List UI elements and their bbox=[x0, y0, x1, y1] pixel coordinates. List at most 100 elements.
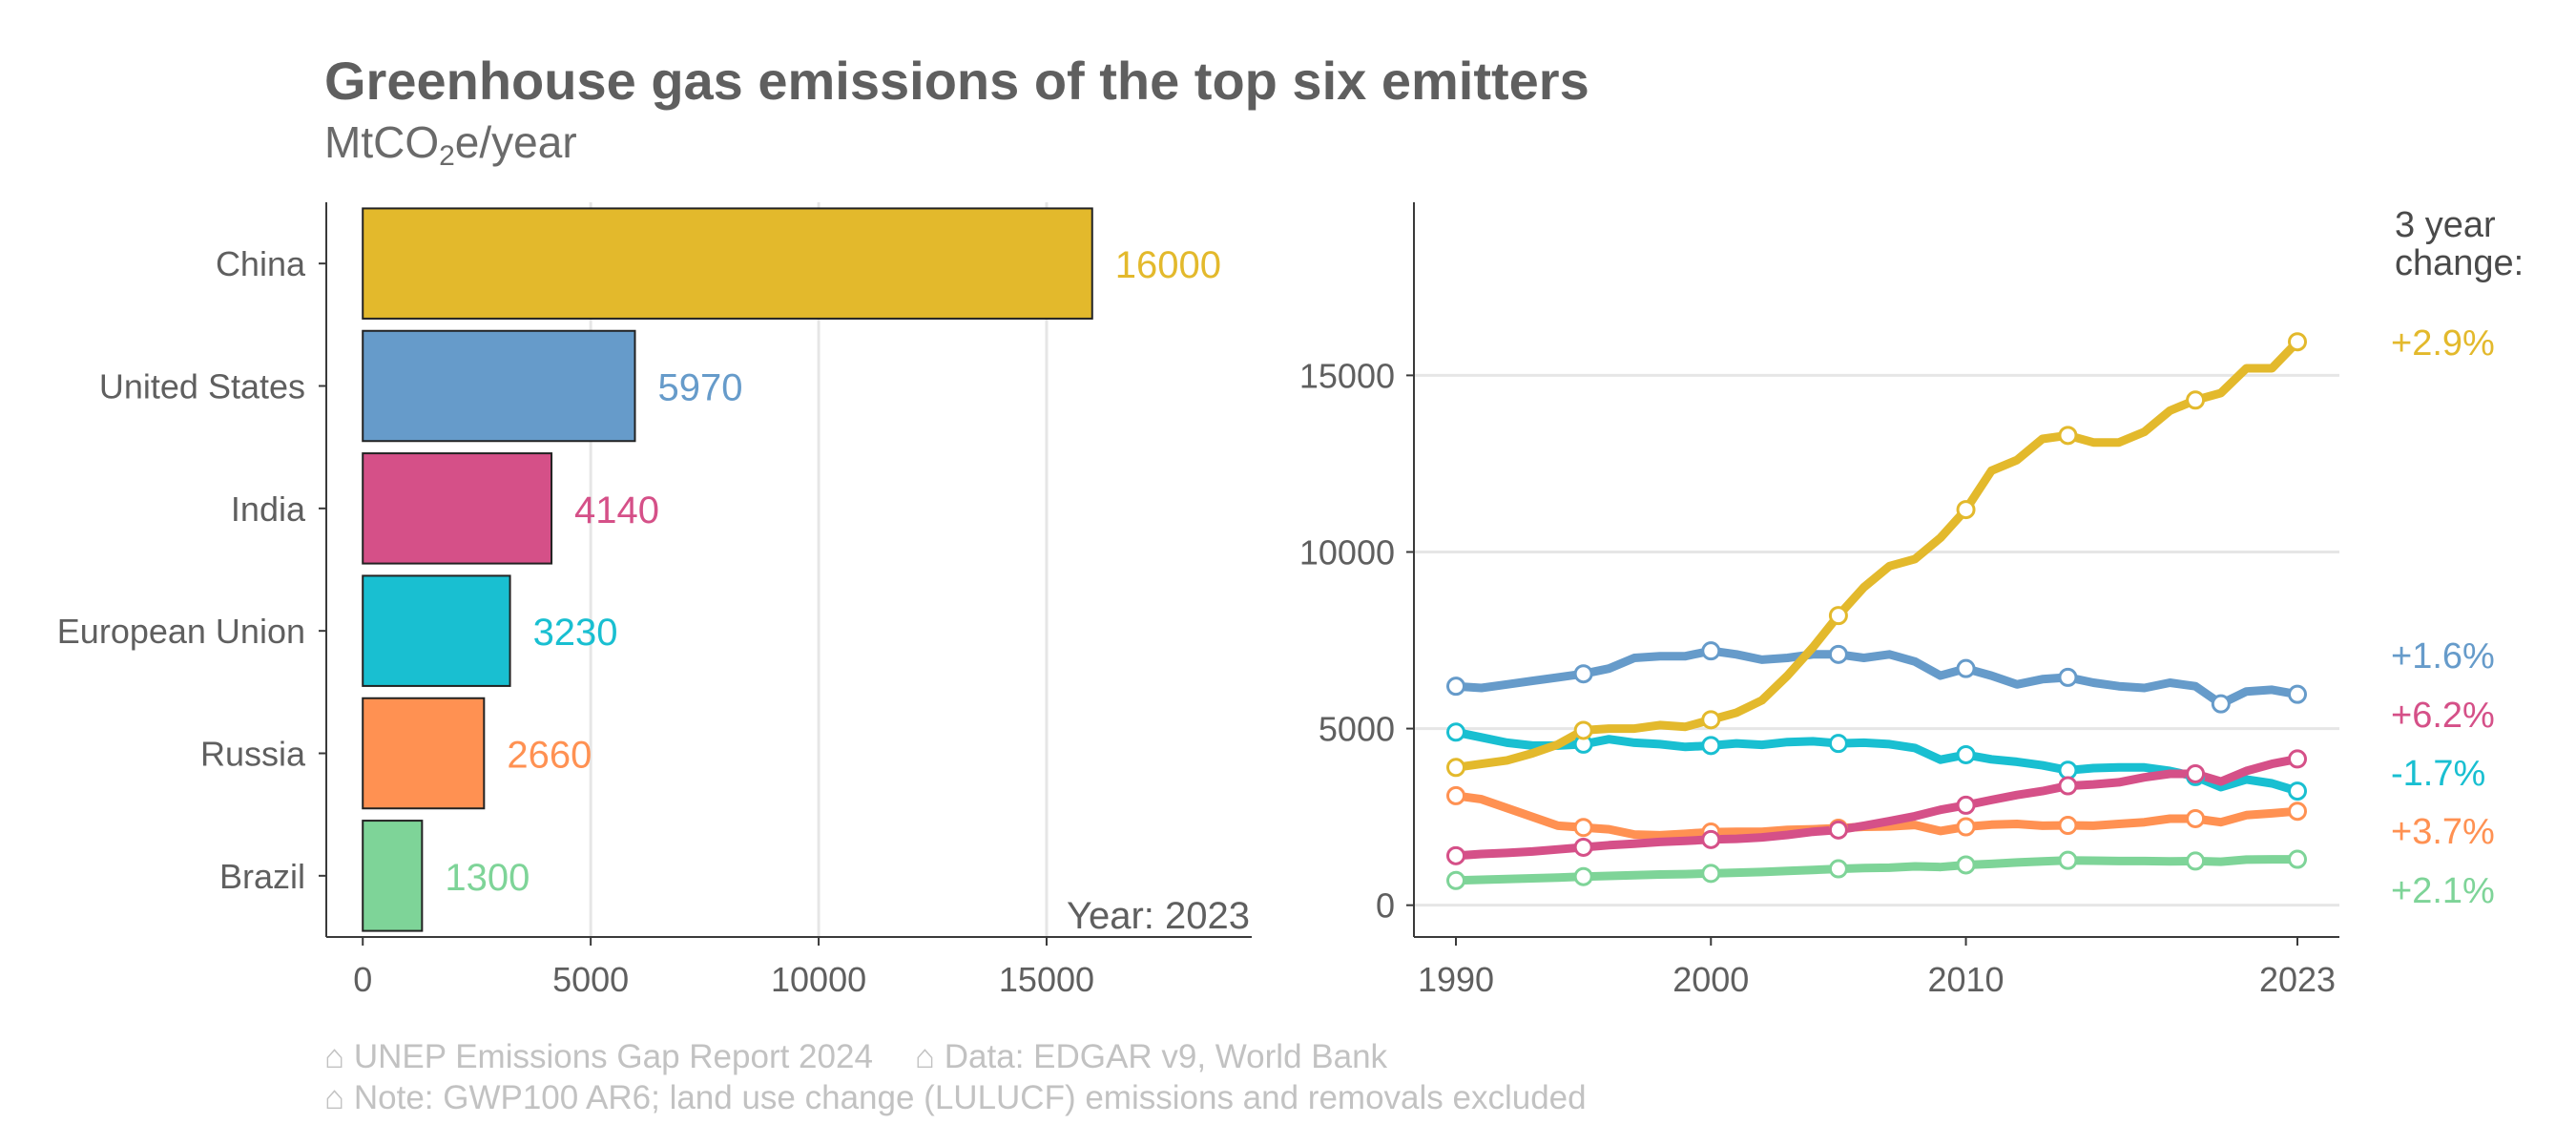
line-point-russia-2014 bbox=[2058, 816, 2078, 836]
bar-x-tick-label-5000: 5000 bbox=[552, 960, 629, 999]
bar-category-label-russia: Russia bbox=[200, 735, 306, 774]
line-point-united-states-2000 bbox=[1701, 641, 1721, 661]
change-label-brazil: +2.1% bbox=[2391, 871, 2495, 911]
line-point-china-2000 bbox=[1701, 710, 1721, 730]
bar-category-label-european-union: European Union bbox=[57, 612, 305, 651]
line-point-china-1995 bbox=[1573, 720, 1593, 740]
change-label-united-states: +1.6% bbox=[2391, 636, 2495, 677]
line-x-tick-label-2023: 2023 bbox=[2259, 960, 2336, 999]
line-point-brazil-2019 bbox=[2186, 851, 2206, 871]
bar-china bbox=[362, 207, 1093, 320]
bar-value-label-china: 16000 bbox=[1115, 244, 1221, 286]
bar-india bbox=[362, 452, 553, 565]
change-label-india: +6.2% bbox=[2391, 696, 2495, 736]
bar-united-states bbox=[362, 329, 636, 443]
line-point-european-union-2023 bbox=[2288, 781, 2307, 802]
line-point-russia-2023 bbox=[2288, 802, 2307, 822]
line-point-brazil-2005 bbox=[1828, 859, 1848, 879]
line-point-china-2023 bbox=[2288, 332, 2307, 352]
bar-x-tick-label-10000: 10000 bbox=[771, 960, 866, 999]
caption-data: ⌂ Data: EDGAR v9, World Bank bbox=[914, 1038, 1388, 1075]
bar-year-annotation: Year: 2023 bbox=[1067, 895, 1250, 937]
line-point-brazil-1995 bbox=[1573, 866, 1593, 886]
line-point-china-2010 bbox=[1956, 500, 1976, 520]
line-x-tick-label-1990: 1990 bbox=[1418, 960, 1494, 999]
line-chart-panel: 0 5000 10000 15000 1990 2000 2010 2023 3 yearcha… bbox=[1299, 202, 2524, 999]
bar-value-label-russia: 2660 bbox=[507, 735, 592, 777]
bar-value-label-european-union: 3230 bbox=[533, 612, 618, 654]
line-point-european-union-2000 bbox=[1701, 736, 1721, 756]
line-point-united-states-2023 bbox=[2288, 684, 2307, 704]
line-point-india-2023 bbox=[2288, 749, 2307, 769]
line-point-european-union-1990 bbox=[1446, 722, 1465, 742]
line-point-united-states-2014 bbox=[2058, 667, 2078, 687]
line-point-china-2005 bbox=[1828, 606, 1848, 626]
bar-x-tick-label-15000: 15000 bbox=[999, 960, 1094, 999]
line-y-tick-label-5000: 5000 bbox=[1319, 710, 1395, 749]
line-series-european-union bbox=[1451, 727, 2302, 796]
change-label-russia: +3.7% bbox=[2391, 812, 2495, 852]
line-point-european-union-2014 bbox=[2058, 760, 2078, 781]
line-point-european-union-2010 bbox=[1956, 744, 1976, 764]
line-series-united-states bbox=[1451, 646, 2302, 709]
bar-value-label-united-states: 5970 bbox=[657, 367, 742, 409]
line-point-brazil-1990 bbox=[1446, 870, 1465, 890]
line-point-united-states-1990 bbox=[1446, 677, 1465, 697]
subtitle-subscript: 2 bbox=[439, 140, 455, 172]
caption-line-2: ⌂ Note: GWP100 AR6; land use change (LUL… bbox=[324, 1079, 1587, 1117]
line-point-russia-2019 bbox=[2186, 808, 2206, 828]
line-y-tick-label-15000: 15000 bbox=[1299, 356, 1395, 395]
bar-category-label-brazil: Brazil bbox=[219, 857, 305, 896]
change-label-european-union: -1.7% bbox=[2391, 754, 2485, 794]
line-point-united-states-2010 bbox=[1956, 658, 1976, 678]
line-x-tick-label-2000: 2000 bbox=[1672, 960, 1749, 999]
subtitle-unit-suffix: e/year bbox=[454, 117, 577, 167]
chart-title: Greenhouse gas emissions of the top six … bbox=[324, 51, 1589, 111]
bar-value-label-brazil: 1300 bbox=[445, 857, 530, 899]
line-point-china-1990 bbox=[1446, 758, 1465, 778]
line-point-russia-1990 bbox=[1446, 785, 1465, 805]
line-point-india-2014 bbox=[2058, 776, 2078, 796]
line-point-china-2014 bbox=[2058, 426, 2078, 446]
line-series-brazil bbox=[1451, 855, 2302, 885]
line-y-tick-label-10000: 10000 bbox=[1299, 532, 1395, 572]
line-series-china bbox=[1451, 337, 2302, 772]
line-point-brazil-2023 bbox=[2288, 849, 2307, 869]
line-point-brazil-2014 bbox=[2058, 850, 2078, 870]
bar-value-label-india: 4140 bbox=[574, 489, 659, 531]
bar-category-label-india: India bbox=[231, 489, 306, 529]
change-legend-title-line-1: 3 year bbox=[2395, 205, 2496, 245]
bar-chart-panel: China 16000 United States 5970 India 4140 Euro… bbox=[57, 202, 1252, 999]
line-point-united-states-2005 bbox=[1828, 644, 1848, 664]
bar-category-label-united-states: United States bbox=[99, 367, 305, 406]
line-point-united-states-2020 bbox=[2211, 694, 2231, 714]
line-point-china-2019 bbox=[2186, 390, 2206, 410]
line-point-european-union-2005 bbox=[1828, 734, 1848, 754]
line-y-tick-label-0: 0 bbox=[1376, 886, 1395, 926]
change-legend-title-line-2: change: bbox=[2395, 243, 2524, 283]
line-point-brazil-2000 bbox=[1701, 864, 1721, 884]
bar-european-union bbox=[362, 574, 511, 687]
bar-brazil bbox=[362, 820, 424, 932]
caption-note: ⌂ Note: GWP100 AR6; land use change (LUL… bbox=[324, 1079, 1587, 1116]
line-point-united-states-1995 bbox=[1573, 664, 1593, 684]
line-series-india bbox=[1451, 754, 2302, 861]
line-point-india-2019 bbox=[2186, 763, 2206, 783]
bar-russia bbox=[362, 697, 486, 810]
bar-category-label-china: China bbox=[216, 244, 306, 283]
line-point-brazil-2010 bbox=[1956, 855, 1976, 875]
caption-source: ⌂ UNEP Emissions Gap Report 2024 bbox=[324, 1038, 873, 1075]
line-point-india-2000 bbox=[1701, 829, 1721, 849]
line-point-india-2005 bbox=[1828, 820, 1848, 840]
chart-subtitle: MtCO2e/year bbox=[324, 116, 577, 173]
bar-x-tick-label-0: 0 bbox=[353, 960, 372, 999]
line-point-india-1990 bbox=[1446, 845, 1465, 865]
line-x-tick-label-2010: 2010 bbox=[1927, 960, 2004, 999]
line-point-russia-2010 bbox=[1956, 817, 1976, 837]
subtitle-unit: MtCO bbox=[324, 117, 440, 167]
line-point-russia-1995 bbox=[1573, 818, 1593, 838]
caption-line-1: ⌂ UNEP Emissions Gap Report 2024 ⌂ Data: … bbox=[324, 1038, 1387, 1076]
change-label-china: +2.9% bbox=[2391, 323, 2495, 364]
